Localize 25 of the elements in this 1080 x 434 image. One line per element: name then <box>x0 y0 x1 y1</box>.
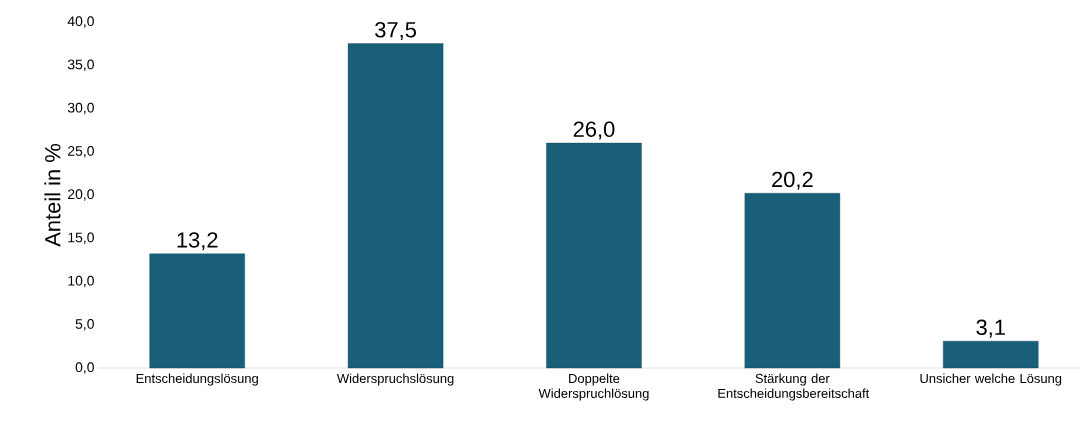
x-tick-label: Stärkung der Entscheidungsbereitschaft <box>718 373 870 401</box>
y-axis-title: Anteil in % <box>44 144 61 247</box>
bar <box>149 253 245 369</box>
y-tick-label: 15,0 <box>68 232 94 245</box>
y-tick-label: 0,0 <box>75 362 94 374</box>
x-tick-label: Entscheidungslösung <box>136 373 258 386</box>
data-label: 13,2 <box>177 232 218 251</box>
bar <box>347 43 444 369</box>
x-tick-label: Widerspruchslösung <box>336 373 454 386</box>
bar <box>744 193 841 369</box>
bar <box>546 142 642 369</box>
y-tick-label: 35,0 <box>67 59 94 72</box>
y-tick-label: 10,0 <box>68 275 94 288</box>
x-tick-label: Doppelte Widerspruchlösung <box>538 373 649 401</box>
y-tick-label: 25,0 <box>68 145 94 158</box>
x-tick-label: Unsicher welche Lösung <box>920 373 1062 386</box>
data-label: 3,1 <box>976 319 1005 338</box>
y-tick-label: 20,0 <box>68 189 94 201</box>
data-label: 37,5 <box>375 21 416 41</box>
data-label: 26,0 <box>573 121 615 140</box>
bar <box>943 340 1039 369</box>
y-tick-label: 5,0 <box>75 318 94 331</box>
y-tick-label: 30,0 <box>67 102 94 115</box>
data-label: 20,2 <box>772 171 813 190</box>
y-tick-label: 40,0 <box>67 16 94 28</box>
